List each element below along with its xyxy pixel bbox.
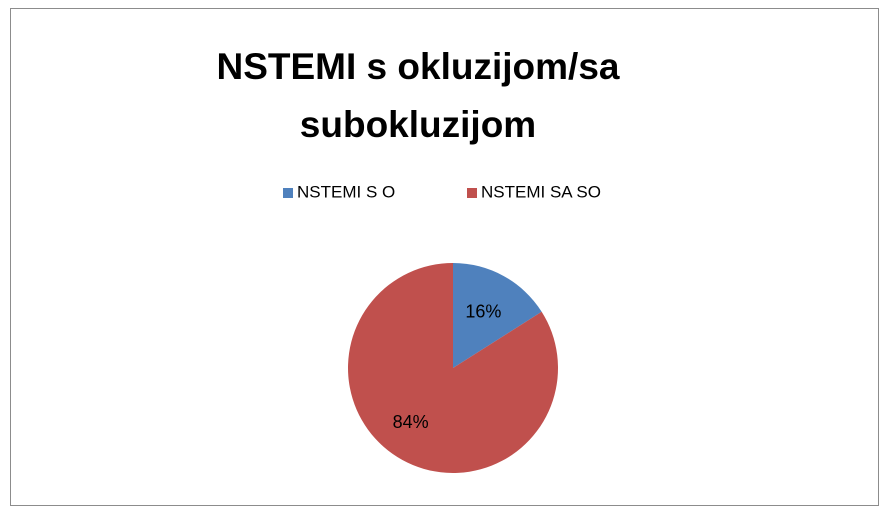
legend-label: NSTEMI S O xyxy=(297,182,395,201)
data-label: 16% xyxy=(465,302,501,322)
chart-title: NSTEMI s okluzijom/sa subokluzijom xyxy=(216,46,620,145)
legend-swatch xyxy=(283,188,293,198)
legend-swatch xyxy=(467,188,477,198)
legend-label: NSTEMI SA SO xyxy=(481,182,601,201)
pie-slice xyxy=(453,263,542,368)
data-label: 84% xyxy=(393,412,429,432)
pie-slice xyxy=(348,263,558,473)
